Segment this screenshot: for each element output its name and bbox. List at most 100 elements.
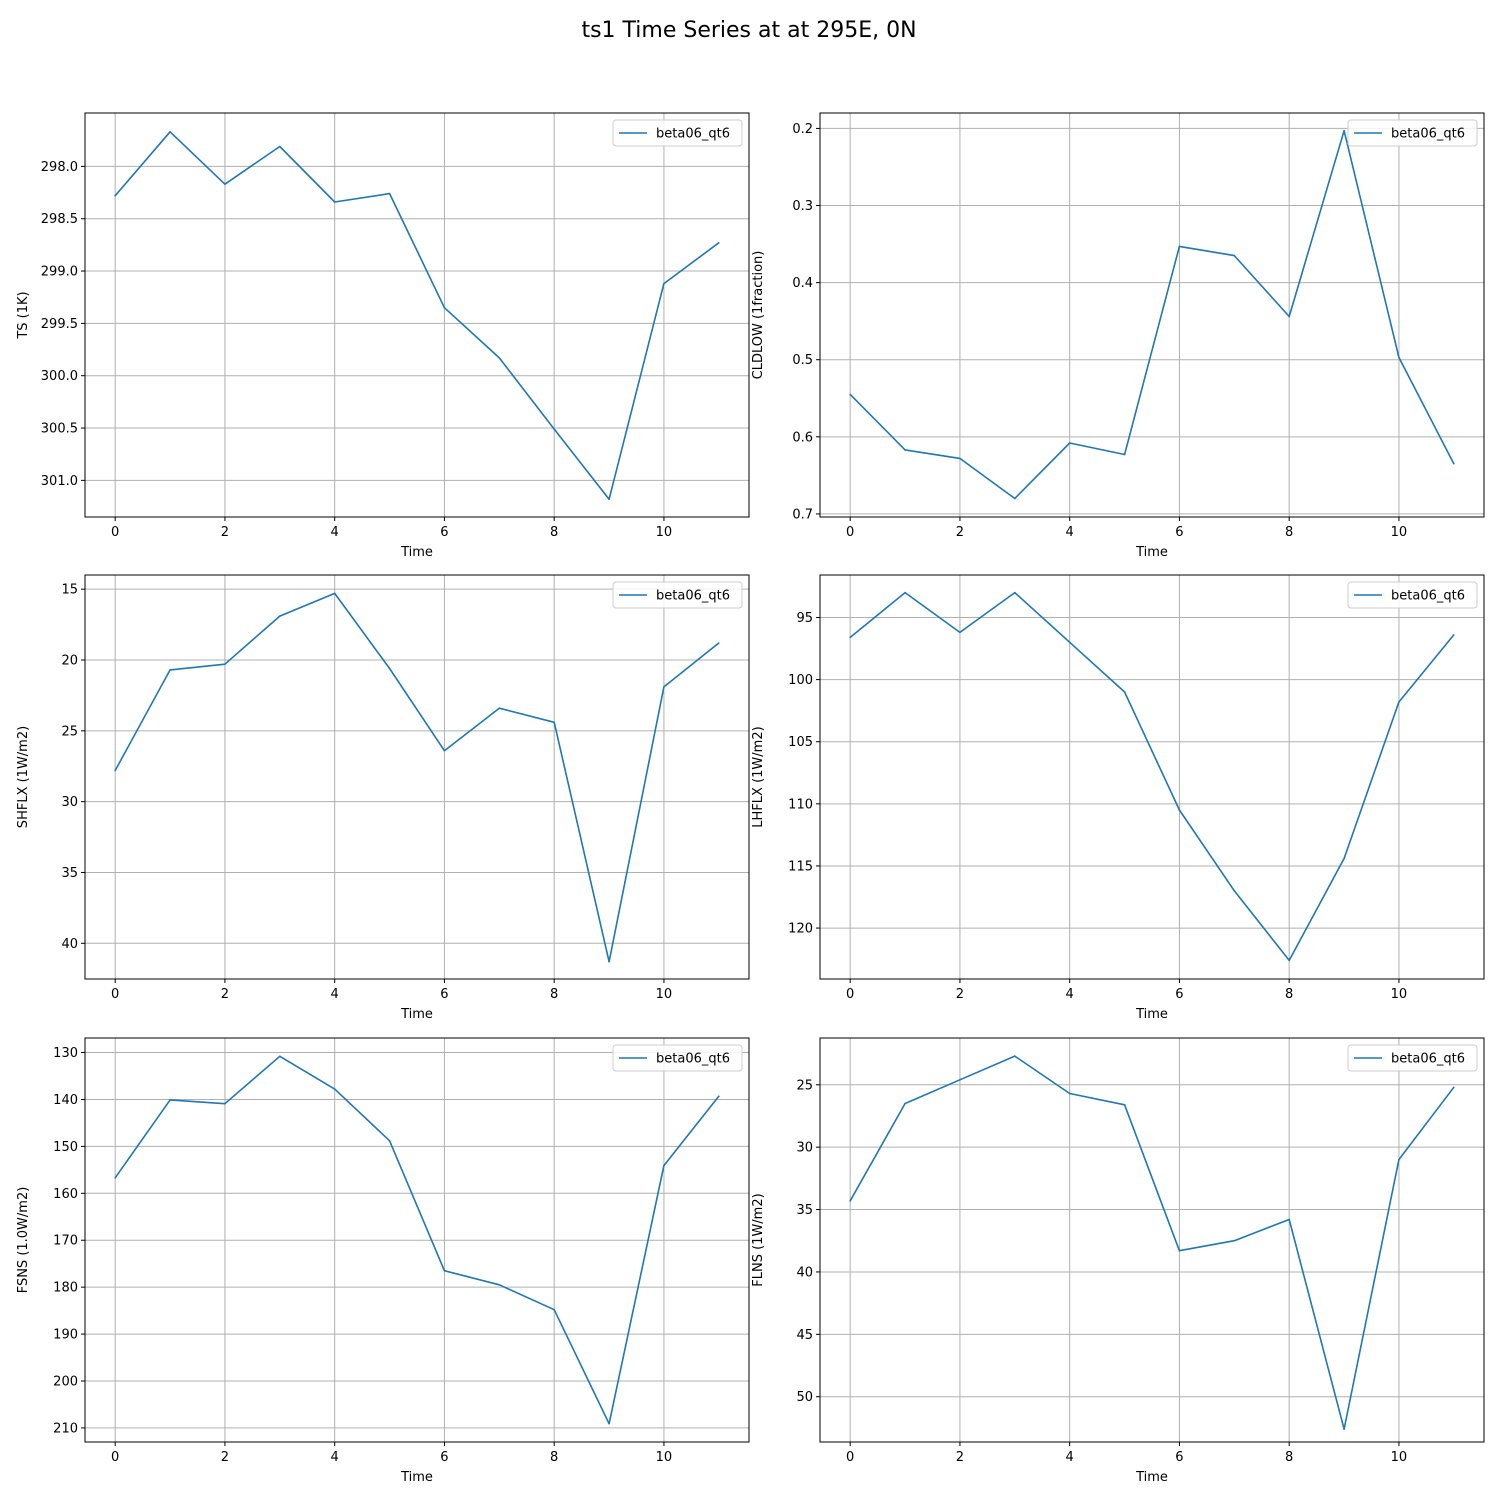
data-point xyxy=(553,428,555,430)
y-tick-label: 140 xyxy=(53,1093,78,1108)
data-point xyxy=(279,615,281,617)
data-point xyxy=(1453,463,1455,465)
x-axis-label: Time xyxy=(1135,545,1168,560)
y-tick-label: 45 xyxy=(796,1328,813,1343)
y-tick-label: 30 xyxy=(796,1141,813,1156)
x-tick-label: 4 xyxy=(1066,987,1074,1002)
x-axis-label: Time xyxy=(1135,1007,1168,1022)
legend-box xyxy=(612,581,743,609)
x-tick-label: 10 xyxy=(656,987,673,1002)
x-tick-label: 6 xyxy=(440,525,448,540)
data-point xyxy=(608,960,610,963)
x-tick-label: 8 xyxy=(1285,1450,1293,1465)
x-tick-label: 10 xyxy=(1391,525,1408,540)
data-point xyxy=(1288,959,1290,962)
data-point xyxy=(388,1139,391,1142)
legend-label: beta06_qt6 xyxy=(1391,1052,1465,1067)
data-point xyxy=(1068,442,1071,444)
data-point xyxy=(224,663,226,666)
y-tick-label: 190 xyxy=(53,1328,78,1343)
data-point xyxy=(333,592,336,595)
x-tick-label: 6 xyxy=(1175,525,1183,540)
data-point xyxy=(388,192,391,195)
x-tick-label: 8 xyxy=(1285,987,1293,1002)
data-point xyxy=(1233,1239,1236,1242)
y-tick-label: 210 xyxy=(53,1421,78,1436)
x-tick-label: 10 xyxy=(1391,987,1408,1002)
y-tick-label: 0.4 xyxy=(792,276,813,291)
subplot-4: 0 2 4 6 8 10 95 100 105 110 115 120 Time LHFLX (1W/m2… xyxy=(751,574,1485,1022)
data-point xyxy=(718,1095,720,1097)
legend-box xyxy=(1347,581,1478,609)
data-point xyxy=(663,1164,665,1167)
y-tick-label: 130 xyxy=(53,1046,78,1061)
data-point xyxy=(279,145,281,148)
y-tick-label: 300.0 xyxy=(41,369,78,384)
data-point xyxy=(224,1102,226,1105)
y-tick-label: 30 xyxy=(61,795,78,810)
data-point xyxy=(849,636,851,639)
y-tick-label: 0.7 xyxy=(792,507,813,522)
y-tick-label: 40 xyxy=(61,937,78,952)
data-point xyxy=(443,749,446,752)
subplot-5: 0 2 4 6 8 10 130 140 150 160 170 180 190 200 210 Time FS… xyxy=(16,1037,750,1485)
x-axis-label: Time xyxy=(400,1470,433,1485)
y-tick-label: 180 xyxy=(53,1281,78,1296)
data-point xyxy=(1068,641,1071,644)
data-point xyxy=(1233,254,1236,257)
x-tick-label: 4 xyxy=(331,525,339,540)
data-point xyxy=(498,707,501,709)
y-tick-label: 0.5 xyxy=(792,353,813,368)
x-tick-label: 0 xyxy=(846,525,854,540)
axes-frame xyxy=(819,1037,1485,1443)
legend-label: beta06_qt6 xyxy=(656,1052,730,1067)
y-tick-label: 35 xyxy=(61,866,78,881)
data-point xyxy=(1233,889,1236,892)
y-tick-label: 298.5 xyxy=(41,212,78,227)
y-tick-label: 0.2 xyxy=(792,122,813,137)
y-tick-label: 299.0 xyxy=(41,265,78,280)
data-point xyxy=(388,667,391,670)
x-tick-label: 4 xyxy=(1066,1450,1074,1465)
legend: beta06_qt6 xyxy=(612,581,743,609)
y-tick-label: 105 xyxy=(788,735,813,750)
subplot-grid: 0 2 4 6 8 10298.0298.5299.0299.5300.0300.5301… xyxy=(16,112,1485,1485)
legend-box xyxy=(612,119,743,147)
data-point xyxy=(1343,857,1345,860)
y-axis-label: TS (1K) xyxy=(16,291,31,339)
axes-frame xyxy=(819,574,1485,980)
figure-title: ts1 Time Series at at 295E, 0N xyxy=(581,18,916,43)
x-tick-label: 2 xyxy=(221,1450,229,1465)
subplot-1: 0 2 4 6 8 10 298.0 298.5 299.0 299.5 300.0 300.5 301… xyxy=(16,112,750,560)
subplot-6: 0 2 4 6 8 10 25 30 35 40 45 50 Time FLNS (1W/m2) beta0… xyxy=(751,1037,1485,1485)
legend-box xyxy=(1347,119,1478,147)
data-point xyxy=(663,282,665,285)
data-point xyxy=(1343,1428,1345,1430)
y-tick-label: 160 xyxy=(53,1187,78,1202)
y-tick-label: 299.5 xyxy=(41,317,78,332)
data-point xyxy=(553,721,555,724)
y-axis-label: LHFLX (1W/m2) xyxy=(751,726,766,827)
axes-frame xyxy=(819,112,1485,518)
data-point xyxy=(1178,245,1181,248)
x-tick-label: 0 xyxy=(111,1450,119,1465)
data-point xyxy=(904,449,906,451)
data-point xyxy=(1068,1092,1071,1095)
data-point xyxy=(959,631,961,634)
y-tick-label: 95 xyxy=(796,611,813,626)
data-point xyxy=(904,591,906,594)
data-point xyxy=(1343,129,1345,132)
data-point xyxy=(1398,1158,1400,1161)
data-point xyxy=(1398,701,1400,703)
data-point xyxy=(333,1088,336,1090)
data-point xyxy=(718,642,720,644)
data-point xyxy=(608,1422,610,1425)
y-tick-label: 0.6 xyxy=(792,430,813,445)
legend: beta06_qt6 xyxy=(612,1044,743,1072)
x-tick-label: 8 xyxy=(550,987,558,1002)
legend: beta06_qt6 xyxy=(1347,1044,1478,1072)
x-tick-label: 2 xyxy=(956,987,964,1002)
data-point xyxy=(1288,315,1290,318)
y-tick-label: 300.5 xyxy=(41,422,78,437)
y-tick-label: 150 xyxy=(53,1140,78,1155)
